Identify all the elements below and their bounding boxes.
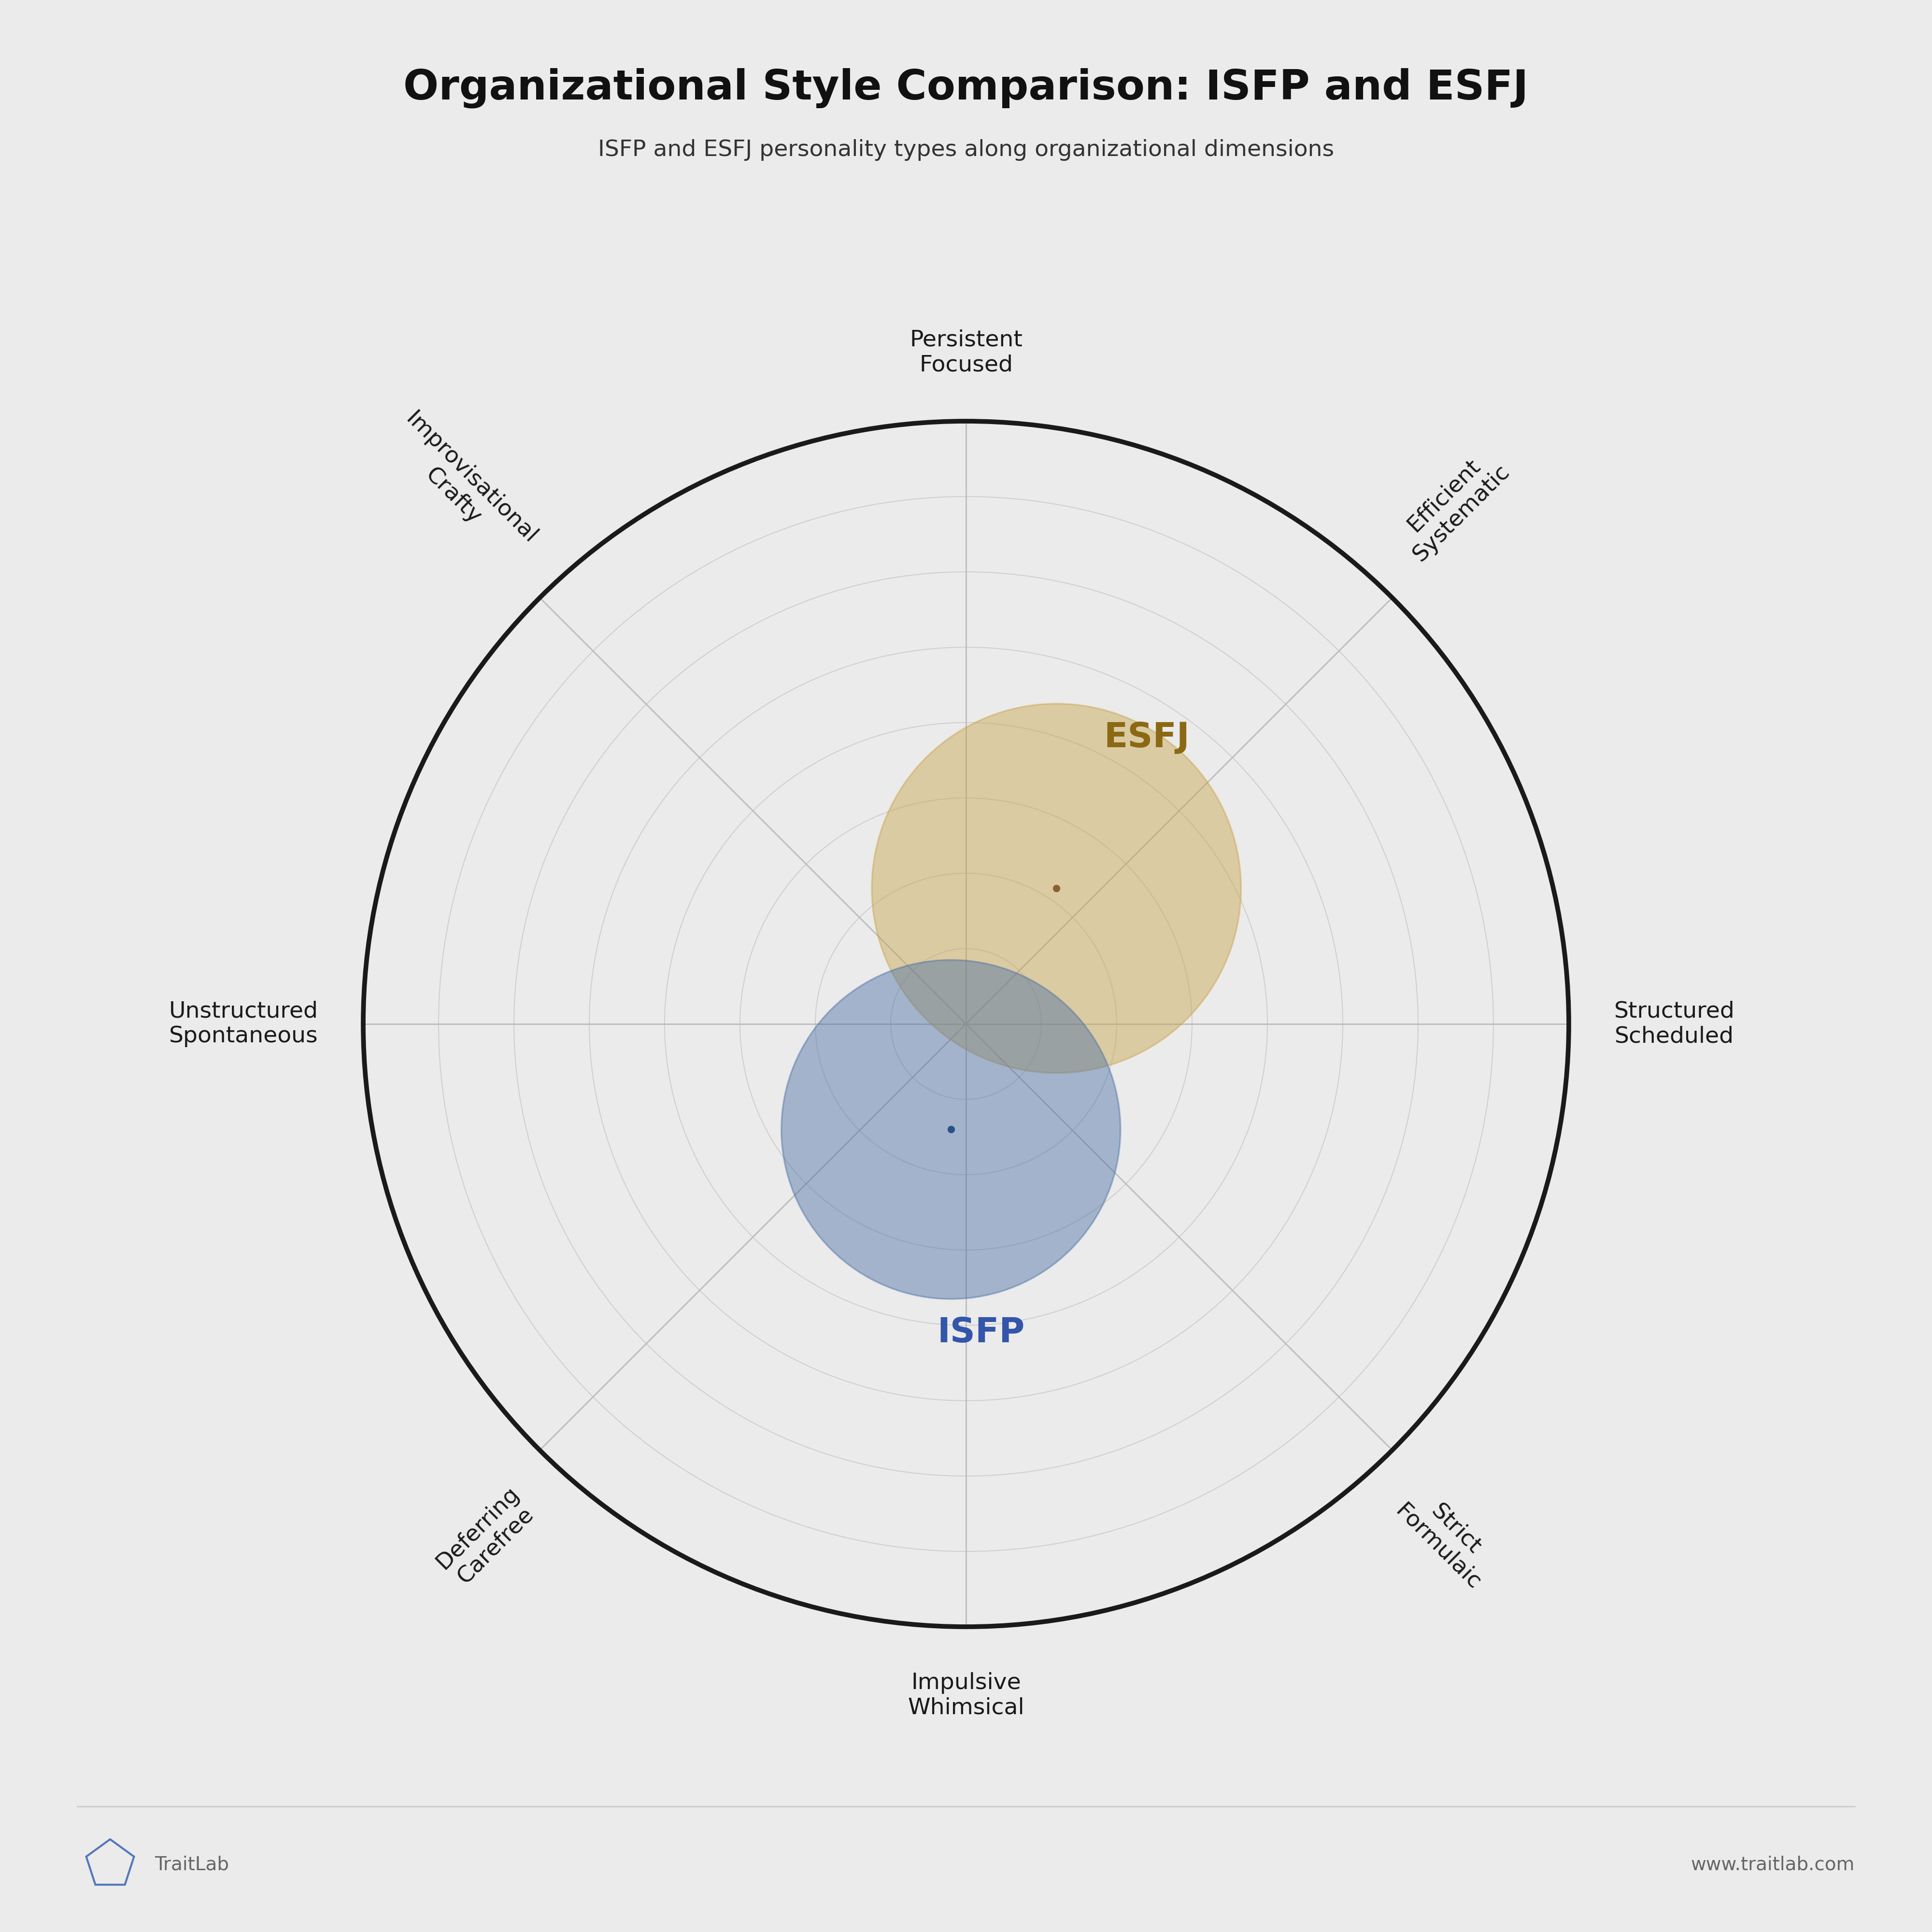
Text: Strict
Formulaic: Strict Formulaic xyxy=(1391,1482,1503,1594)
Text: Organizational Style Comparison: ISFP and ESFJ: Organizational Style Comparison: ISFP an… xyxy=(404,68,1528,108)
Text: Structured
Scheduled: Structured Scheduled xyxy=(1613,1001,1735,1047)
Text: ISFP: ISFP xyxy=(937,1316,1024,1350)
Text: TraitLab: TraitLab xyxy=(155,1855,230,1874)
Text: ESFJ: ESFJ xyxy=(1103,721,1190,753)
Ellipse shape xyxy=(871,703,1240,1072)
Ellipse shape xyxy=(781,960,1121,1298)
Text: ISFP and ESFJ personality types along organizational dimensions: ISFP and ESFJ personality types along or… xyxy=(597,139,1335,160)
Text: Impulsive
Whimsical: Impulsive Whimsical xyxy=(908,1671,1024,1719)
Text: Efficient
Systematic: Efficient Systematic xyxy=(1391,442,1515,566)
Text: www.traitlab.com: www.traitlab.com xyxy=(1690,1855,1855,1874)
Text: Deferring
Carefree: Deferring Carefree xyxy=(433,1482,541,1592)
Text: Improvisational
Crafty: Improvisational Crafty xyxy=(383,408,541,566)
Text: Persistent
Focused: Persistent Focused xyxy=(910,328,1022,377)
Text: Unstructured
Spontaneous: Unstructured Spontaneous xyxy=(168,1001,319,1047)
